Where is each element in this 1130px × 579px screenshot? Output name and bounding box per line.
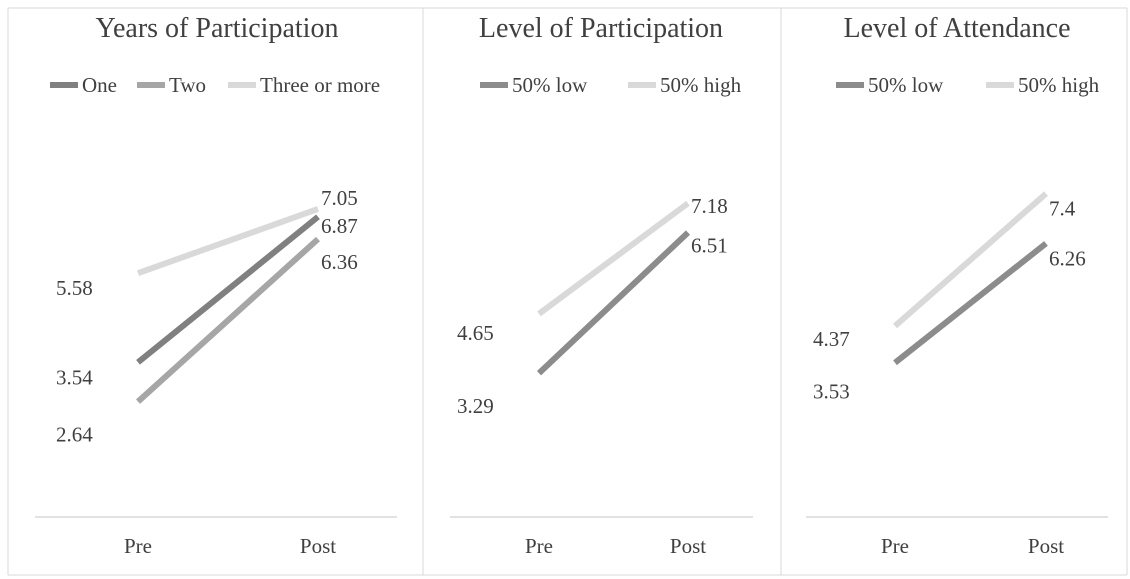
x-tick-label: Post: [1028, 534, 1064, 558]
series-line: [536, 230, 691, 376]
x-tick-label: Pre: [881, 534, 909, 558]
series-line: [893, 241, 1048, 366]
series-line: [537, 200, 690, 317]
chart-title: Level of Attendance: [843, 13, 1070, 44]
legend-label: 50% high: [660, 73, 742, 97]
chart-panel-2: Level of Participation 50% low 50% high Pre…: [450, 13, 753, 558]
legend-label: 50% low: [512, 73, 588, 97]
series-line: [136, 214, 320, 365]
series-line: [135, 236, 321, 404]
data-label: 3.53: [813, 380, 850, 404]
x-tick-label: Post: [300, 534, 336, 558]
chart-title: Years of Participation: [96, 13, 339, 44]
data-label: 4.65: [457, 321, 494, 345]
x-tick-label: Pre: [124, 534, 152, 558]
data-label: 7.4: [1049, 197, 1076, 221]
data-label: 6.26: [1049, 246, 1086, 270]
data-label: 6.87: [321, 214, 358, 238]
legend-label: 50% high: [1018, 73, 1100, 97]
data-label: 5.58: [56, 276, 93, 300]
data-label: 4.37: [813, 327, 850, 351]
legend-label: Three or more: [260, 73, 380, 97]
legend-label: 50% low: [868, 73, 944, 97]
legend-label: One: [82, 73, 117, 97]
chart-title: Level of Participation: [479, 13, 723, 44]
data-label: 7.05: [321, 186, 358, 210]
data-label: 2.64: [56, 423, 93, 447]
x-tick-label: Pre: [525, 534, 553, 558]
data-label: 3.29: [457, 394, 494, 418]
x-tick-label: Post: [670, 534, 706, 558]
data-label: 6.51: [691, 234, 728, 258]
data-label: 3.54: [56, 365, 93, 389]
data-label: 6.36: [321, 250, 358, 274]
chart-panel-1: Years of Participation One Two Three or mor…: [35, 13, 397, 558]
data-label: 7.18: [691, 194, 728, 218]
chart-panel-3: Level of Attendance 50% low 50% high Pre Pos…: [806, 13, 1108, 558]
series-line: [136, 206, 320, 276]
series-line: [893, 191, 1048, 329]
legend-label: Two: [169, 73, 206, 97]
